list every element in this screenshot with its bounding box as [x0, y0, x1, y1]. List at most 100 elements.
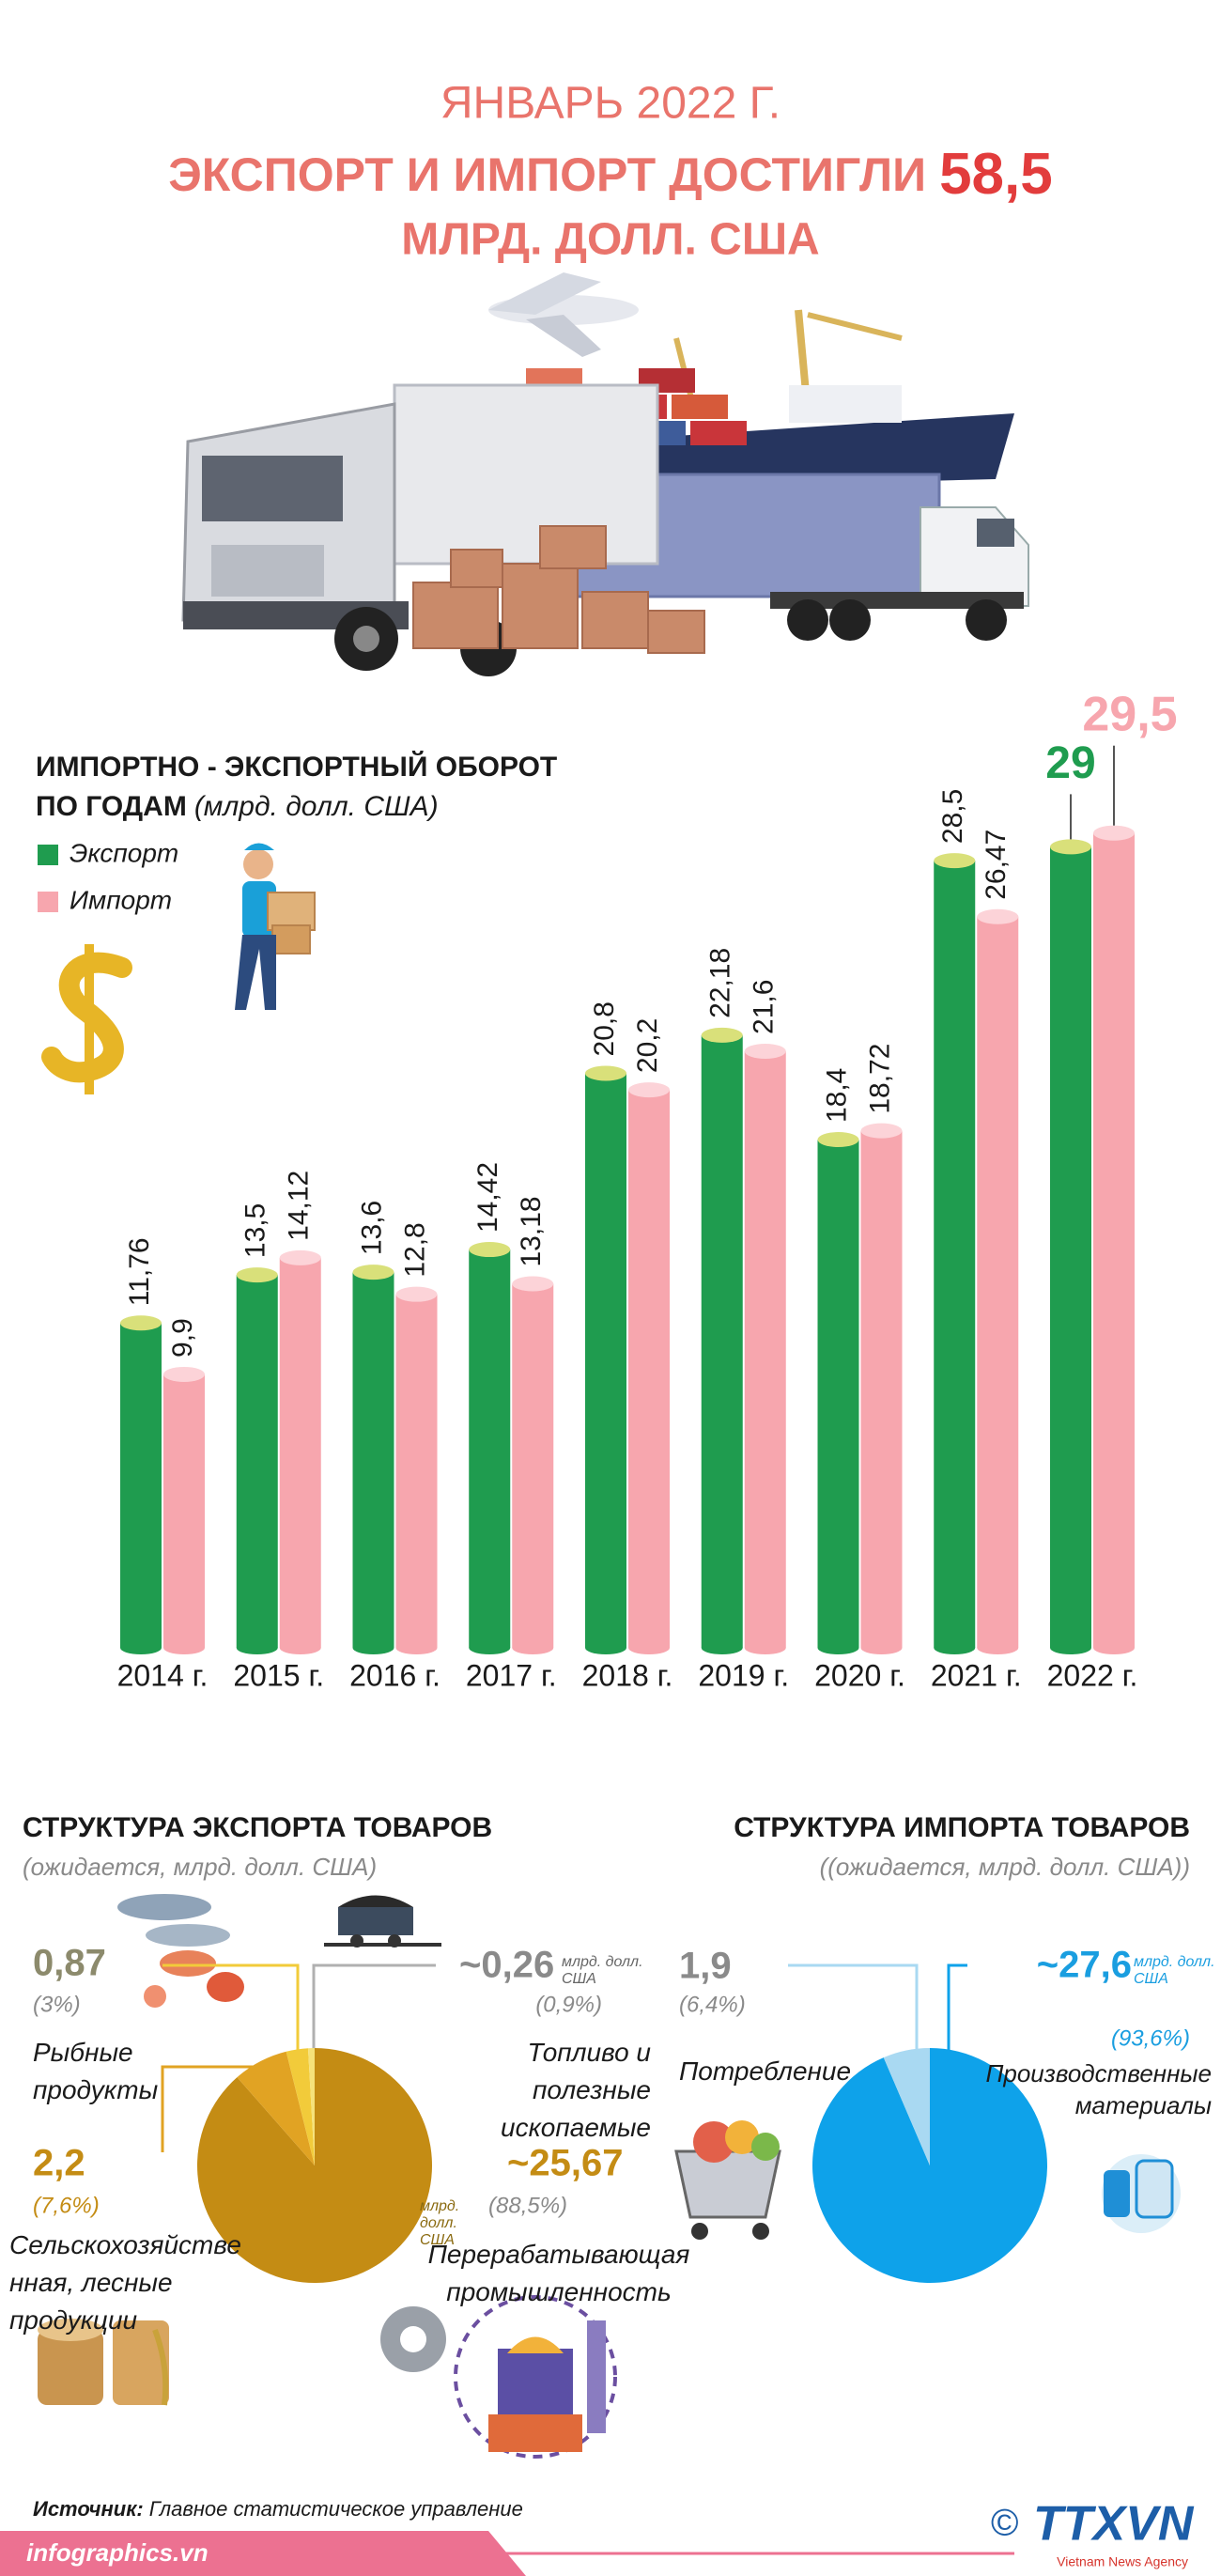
legend-label: Импорт	[70, 885, 172, 914]
footer-site: infographics.vn	[26, 2538, 209, 2567]
chart-title-line: ПО ГОДАМ	[36, 791, 187, 822]
pie-slice	[286, 2048, 315, 2165]
bar	[469, 1249, 511, 1648]
percent-label: (7,6%)	[33, 2193, 100, 2218]
chart-unit: (млрд. долл. США)	[194, 791, 439, 822]
value-label: 26,47	[981, 830, 1012, 900]
bar	[1050, 846, 1091, 1648]
legend-swatch	[38, 845, 58, 865]
value-label: ~25,67	[507, 2143, 623, 2184]
percent-label: (6,4%)	[679, 1992, 746, 2017]
bar-cap	[1093, 825, 1135, 841]
fish-icon	[117, 1894, 244, 2008]
x-tick-label: 2022 г.	[1047, 1658, 1138, 1692]
value-label: ~27,6	[1037, 1945, 1132, 1986]
bar-cap	[977, 908, 1019, 924]
bar-cap	[512, 1276, 554, 1292]
bar	[395, 1294, 438, 1648]
value-label: 2,2	[33, 2143, 85, 2184]
source-text: Главное статистическое управление	[149, 2497, 523, 2521]
footer-band	[0, 2531, 526, 2576]
bar	[934, 861, 976, 1648]
pie-slice	[197, 2047, 433, 2283]
x-tick-label: 2020 г.	[814, 1658, 905, 1692]
value-label: 18,4	[821, 1068, 852, 1123]
header-highlight: 58,5	[939, 142, 1053, 207]
source: Источник: Главное статистическое управлен…	[33, 2497, 523, 2521]
x-tick-label: 2018 г.	[582, 1658, 673, 1692]
bar-cap	[352, 1265, 394, 1280]
legend-label: Экспорт	[70, 838, 178, 867]
percent-label: (3%)	[33, 1992, 81, 2017]
pie-slice	[237, 2051, 315, 2165]
category-label: Топливо и полезные ископаемые	[501, 2038, 651, 2142]
value-label: 29,5	[1082, 687, 1177, 741]
coal-icon	[324, 1895, 441, 1948]
bar-cap	[236, 1267, 278, 1283]
bar	[163, 1373, 205, 1648]
logo: TTXVN	[1033, 2497, 1195, 2552]
bar-cap	[701, 1027, 743, 1043]
value-label: 13,5	[240, 1203, 271, 1258]
value-label: 29	[1045, 738, 1095, 788]
bar-cap	[279, 1249, 321, 1265]
bar-cap	[934, 853, 976, 869]
x-tick-label: 2021 г.	[931, 1658, 1022, 1692]
header-title: ЭКСПОРТ И ИМПОРТ ДОСТИГЛИ 58,5	[168, 142, 1053, 207]
value-label: 21,6	[749, 980, 780, 1034]
x-tick-label: 2019 г.	[698, 1658, 789, 1692]
percent-label: (88,5%)	[488, 2193, 567, 2218]
legend-swatch	[38, 892, 58, 912]
unit-label: млрд. долл. США	[562, 1954, 643, 1987]
value-label: ~0,26	[459, 1945, 554, 1986]
pie-slice	[812, 2048, 1048, 2283]
chart-title: СТРУКТУРА ЭКСПОРТА ТОВАРОВ	[23, 1812, 492, 1843]
chart-subtitle: ((ожидается, млрд. долл. США))	[820, 1853, 1190, 1881]
header-line: ЯНВАРЬ 2022 Г.	[440, 79, 781, 129]
pie-slice	[307, 2048, 315, 2165]
value-label: 13,6	[356, 1201, 387, 1255]
value-label: 22,18	[705, 948, 736, 1018]
bar	[817, 1140, 859, 1648]
value-label: 14,12	[284, 1171, 315, 1241]
x-tick-label: 2014 г.	[117, 1658, 209, 1692]
agency: Vietnam News Agency	[1057, 2554, 1188, 2569]
x-tick-label: 2016 г.	[349, 1658, 440, 1692]
category-label: Сельскохозяйственная, лесные продукции	[9, 2230, 241, 2335]
x-tick-label: 2017 г.	[466, 1658, 557, 1692]
percent-label: (93,6%)	[1111, 2025, 1190, 2051]
value-label: 9,9	[167, 1318, 198, 1358]
bar	[628, 1090, 670, 1648]
value-label: 20,2	[632, 1018, 663, 1073]
bar	[860, 1130, 903, 1648]
bar	[744, 1050, 786, 1648]
bar-cap	[1050, 839, 1091, 855]
unit-label: млрд. долл. США	[1134, 1954, 1215, 1987]
percent-label: (0,9%)	[535, 1992, 602, 2017]
category-label: Перерабатывающая промышленность	[427, 2240, 690, 2306]
chart-title: СТРУКТУРА ИМПОРТА ТОВАРОВ	[734, 1812, 1190, 1843]
category-label: Производственные материалы	[985, 2059, 1212, 2119]
category-label: Рыбные продукты	[33, 2038, 159, 2104]
bar	[279, 1257, 321, 1648]
bar-cap	[628, 1082, 670, 1098]
value-label: 12,8	[399, 1222, 430, 1277]
bar-cap	[163, 1366, 205, 1382]
value-label: 18,72	[864, 1044, 895, 1114]
industry-icon	[380, 2295, 617, 2459]
chart-subtitle: (ожидается, млрд. долл. США)	[23, 1853, 377, 1881]
dollar-icon	[41, 944, 132, 1094]
bar	[512, 1283, 554, 1648]
bar-cap	[469, 1242, 511, 1258]
bar	[352, 1272, 394, 1648]
value-label: 13,18	[516, 1196, 547, 1266]
header-line: МЛРД. ДОЛЛ. США	[401, 215, 819, 265]
copyright: ©	[991, 2503, 1018, 2544]
value-label: 20,8	[589, 1001, 620, 1056]
header-text: ЭКСПОРТ И ИМПОРТ ДОСТИГЛИ	[168, 148, 926, 201]
value-label: 0,87	[33, 1943, 106, 1984]
value-label: 28,5	[937, 789, 968, 844]
value-label: 11,76	[124, 1237, 155, 1306]
